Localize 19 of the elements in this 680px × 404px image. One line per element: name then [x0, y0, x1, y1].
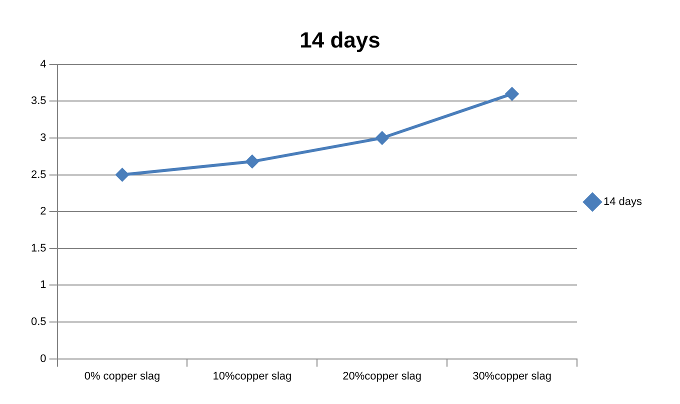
y-tick-label: 1.5: [30, 242, 46, 254]
y-tick-label: 0.5: [30, 316, 46, 328]
x-tick-label: 30%copper slag: [472, 370, 552, 382]
legend-label: 14 days: [603, 196, 642, 208]
y-tick-label: 0: [40, 352, 46, 365]
point: [506, 87, 519, 100]
point: [376, 132, 389, 144]
y-tick-label: 2: [40, 206, 46, 218]
y-tick-label: 4: [40, 58, 46, 70]
x-tick-label: 20%copper slag: [342, 370, 422, 382]
point: [246, 155, 259, 168]
y-tick-label: 3: [40, 132, 46, 144]
chart-title: 14 days: [300, 27, 380, 52]
point: [116, 168, 129, 182]
x-tick-label: 10%copper slag: [212, 370, 292, 382]
x-tick-label: 0% copper slag: [84, 370, 160, 382]
y-tick-label: 2.5: [30, 168, 46, 181]
y-tick-label: 3.5: [30, 95, 46, 108]
y-tick-label: 1: [40, 279, 46, 292]
